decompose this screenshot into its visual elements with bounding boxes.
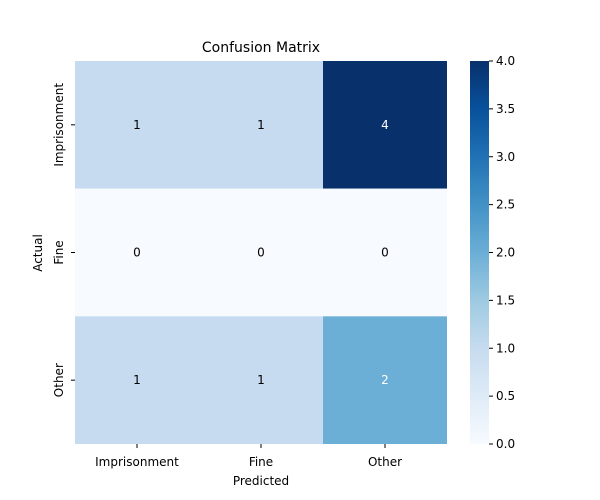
cell-value-label: 0: [381, 246, 389, 260]
x-tick-label: Imprisonment: [95, 455, 179, 469]
heatmap-cell: [199, 316, 323, 444]
x-axis-label: Predicted: [233, 474, 289, 488]
heatmap-cell: [75, 316, 199, 444]
y-tick-label: Imprisonment: [52, 83, 66, 167]
x-tick-label: Other: [368, 455, 402, 469]
x-tick-label: Fine: [249, 455, 273, 469]
cell-value-label: 1: [257, 373, 265, 387]
heatmap-cell: [199, 188, 323, 317]
colorbar-tick-label: 2.0: [496, 246, 515, 260]
heatmap-cell: [199, 61, 323, 189]
heatmap-cell: [323, 61, 447, 189]
colorbar: [470, 61, 489, 444]
y-tick-label: Fine: [52, 240, 66, 264]
colorbar-tick-label: 1.5: [496, 293, 515, 307]
colorbar-tick-label: 2.5: [496, 198, 515, 212]
cell-value-label: 4: [381, 118, 389, 132]
x-axis-ticks: Imprisonment Fine Other: [95, 444, 402, 469]
chart-title: Confusion Matrix: [202, 40, 320, 56]
colorbar-tick-label: 4.0: [496, 54, 515, 68]
cell-value-label: 0: [257, 246, 265, 260]
heatmap-cell: [75, 188, 199, 317]
cell-value-label: 1: [133, 118, 141, 132]
y-tick-label: Other: [52, 363, 66, 397]
y-axis-ticks: Imprisonment Fine Other: [52, 83, 75, 397]
colorbar-tick-label: 3.5: [496, 102, 515, 116]
colorbar-tick-label: 3.0: [496, 150, 515, 164]
cell-value-label: 1: [257, 118, 265, 132]
heatmap-cell-labels: 1 1 4 0 0 0 1 1 2: [133, 118, 389, 387]
heatmap-cell: [323, 188, 447, 317]
cell-value-label: 0: [133, 246, 141, 260]
heatmap-cell: [323, 316, 447, 444]
colorbar-tick-label: 1.0: [496, 341, 515, 355]
colorbar-tick-label: 0.0: [496, 437, 515, 451]
cell-value-label: 1: [133, 373, 141, 387]
heatmap-cells: [75, 61, 447, 444]
cell-value-label: 2: [381, 373, 389, 387]
heatmap-cell: [75, 61, 199, 189]
colorbar-tick-label: 0.5: [496, 389, 515, 403]
y-axis-label: Actual: [31, 234, 45, 272]
colorbar-ticks: 0.0 0.5 1.0 1.5 2.0 2.5 3.0 3.5 4.0: [489, 54, 515, 451]
